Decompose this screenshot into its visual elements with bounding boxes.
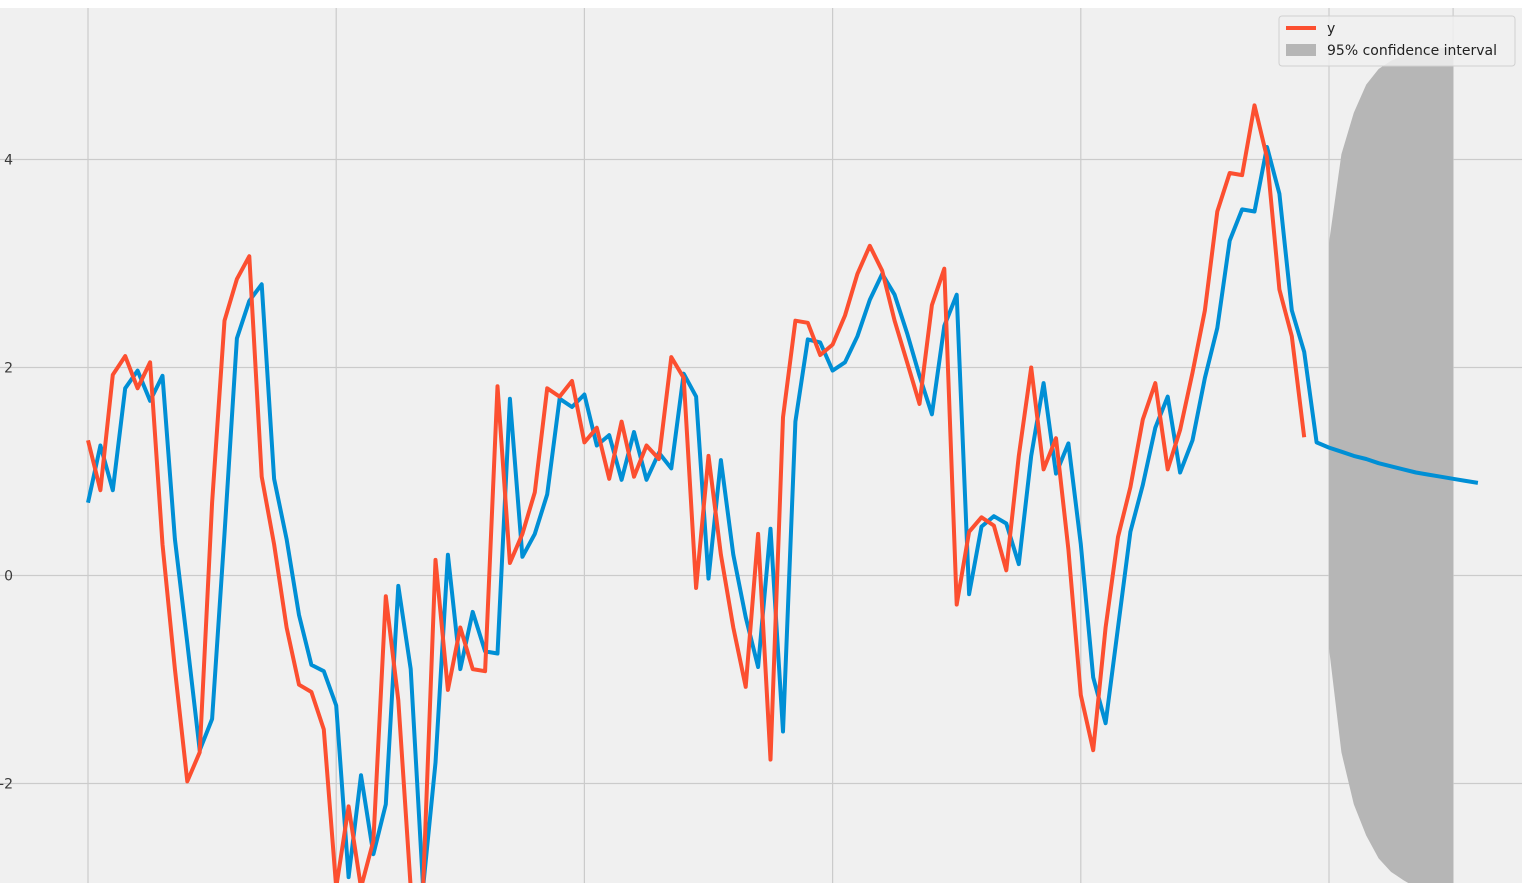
- legend-ci-swatch: [1286, 44, 1316, 56]
- y-axis-layer: -2 0 2 4: [0, 153, 13, 793]
- y-tick-label: 2: [4, 361, 13, 377]
- fitted-forecast-series-line: [86, 145, 1479, 883]
- y-tick-label: -2: [0, 777, 13, 793]
- legend-box: [1278, 15, 1516, 67]
- observed-series-line: [86, 103, 1307, 883]
- legend: y 95% confidence interval: [1278, 15, 1516, 67]
- y-tick-label: 0: [4, 569, 13, 585]
- legend-ci-label: 95% confidence interval: [1327, 43, 1497, 59]
- y-tick-label: 4: [4, 153, 13, 169]
- series-layer: [86, 103, 1479, 883]
- legend-observed-label: y: [1327, 21, 1335, 37]
